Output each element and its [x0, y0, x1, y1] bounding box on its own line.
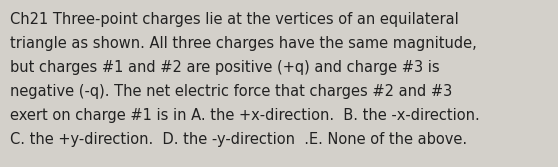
Text: but charges #1 and #2 are positive (+q) and charge #3 is: but charges #1 and #2 are positive (+q) …: [10, 60, 440, 75]
Text: Ch21 Three-point charges lie at the vertices of an equilateral: Ch21 Three-point charges lie at the vert…: [10, 12, 459, 27]
Text: triangle as shown. All three charges have the same magnitude,: triangle as shown. All three charges hav…: [10, 36, 477, 51]
Text: exert on charge #1 is in A. the +x-direction.  B. the -x-direction.: exert on charge #1 is in A. the +x-direc…: [10, 108, 480, 123]
Text: C. the +y-direction.  D. the -y-direction  .E. None of the above.: C. the +y-direction. D. the -y-direction…: [10, 132, 467, 147]
Text: negative (-q). The net electric force that charges #2 and #3: negative (-q). The net electric force th…: [10, 84, 452, 99]
